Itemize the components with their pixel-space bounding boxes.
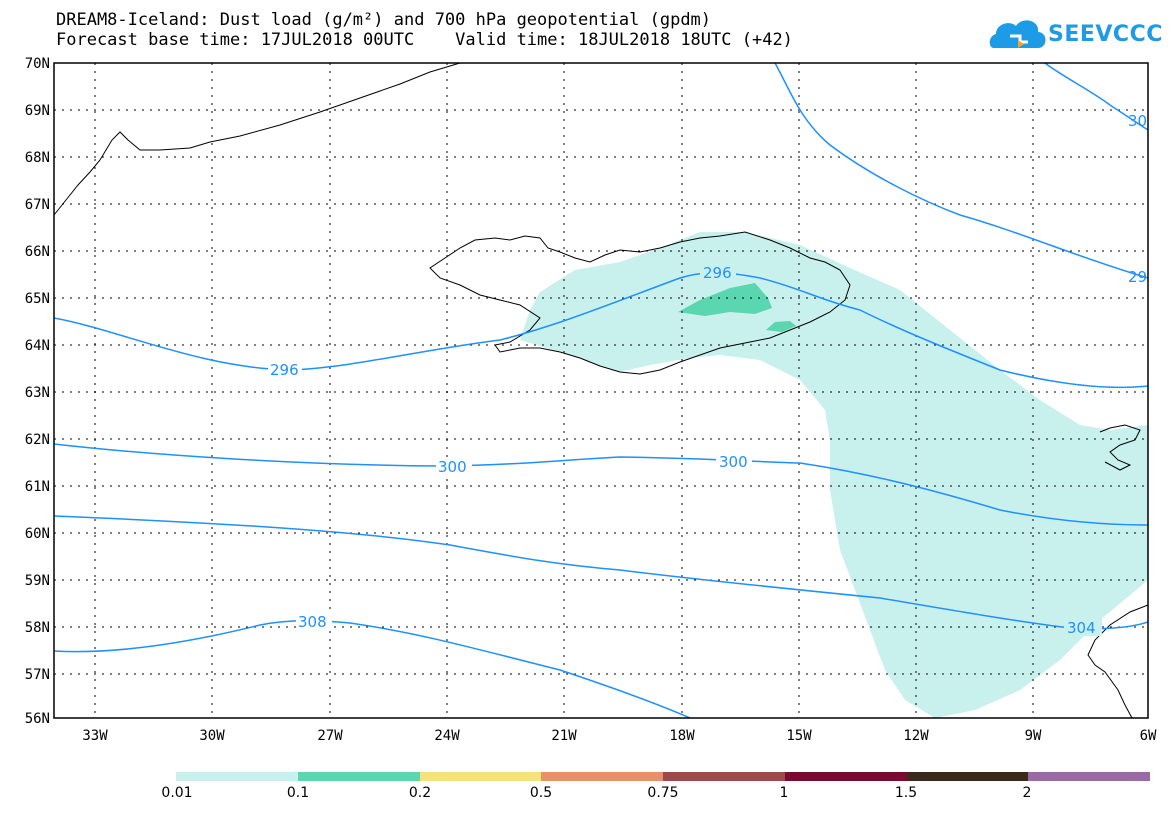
- contour-label: 304: [1067, 619, 1096, 637]
- grid-lines: [54, 63, 1148, 718]
- chart-subtitle: Forecast base time: 17JUL2018 00UTC Vali…: [56, 30, 793, 50]
- lat-label: 59N: [24, 573, 50, 589]
- lon-label: 27W: [317, 728, 343, 744]
- logo-text: SEEVCCC: [1048, 22, 1163, 47]
- lat-label: 67N: [24, 197, 50, 213]
- legend-swatch: [784, 772, 907, 781]
- legend-swatch: [297, 772, 420, 781]
- contour-label: 296: [703, 264, 732, 282]
- chart-title: DREAM8-Iceland: Dust load (g/m²) and 700…: [56, 10, 712, 30]
- legend-label: 0.2: [408, 785, 432, 801]
- dust-patch-mid-small: [766, 321, 796, 332]
- legend-label: 0.01: [161, 785, 193, 801]
- dust-patch-mid: [678, 283, 772, 316]
- contour-304: [53, 515, 1149, 630]
- lon-label: 33W: [82, 728, 108, 744]
- cloud-logo-icon: [989, 20, 1046, 48]
- legend-swatch: [906, 772, 1029, 781]
- lon-label: 12W: [903, 728, 929, 744]
- contour-label: 29: [1128, 268, 1147, 286]
- contour-label: 30: [1128, 112, 1147, 130]
- legend-swatch: [1028, 772, 1150, 781]
- contour-label: 308: [298, 613, 327, 631]
- color-legend: [176, 772, 1150, 781]
- lat-label: 58N: [24, 620, 50, 636]
- lat-label: 62N: [24, 432, 50, 448]
- lat-label: 66N: [24, 244, 50, 260]
- legend-label: 1: [779, 785, 789, 801]
- contour-label: 300: [438, 458, 467, 476]
- lat-label: 68N: [24, 150, 50, 166]
- lon-label: 18W: [669, 728, 695, 744]
- map-frame: [53, 62, 1149, 719]
- contour-labels: 296 296 300 300 304 308 30 29: [268, 112, 1147, 637]
- lat-label: 63N: [24, 385, 50, 401]
- faroe-coastline: [1099, 424, 1141, 471]
- legend-label: 0.75: [647, 785, 679, 801]
- lat-label: 64N: [24, 338, 50, 354]
- contour-upper-1: [774, 62, 1149, 279]
- legend-label: 1.5: [894, 785, 918, 801]
- lat-label: 60N: [24, 526, 50, 542]
- lon-label: 30W: [199, 728, 225, 744]
- scotland-coastline: [1087, 604, 1149, 719]
- lat-label: 70N: [24, 56, 50, 72]
- lon-label: 6W: [1139, 728, 1157, 744]
- iceland-coastline: [429, 231, 851, 375]
- lat-label: 65N: [24, 291, 50, 307]
- dust-plume-low: [520, 232, 1148, 718]
- lon-label: 15W: [786, 728, 812, 744]
- lat-label: 69N: [24, 103, 50, 119]
- legend-swatch: [176, 772, 298, 781]
- legend-label: 0.1: [286, 785, 310, 801]
- lon-label: 21W: [551, 728, 577, 744]
- contour-308: [53, 619, 691, 719]
- legend-swatch: [663, 772, 785, 781]
- lat-label: 56N: [24, 711, 50, 727]
- contour-upper-2: [1044, 62, 1149, 131]
- legend-label: 0.5: [529, 785, 553, 801]
- contour-label: 296: [270, 361, 299, 379]
- legend-swatch: [541, 772, 663, 781]
- lon-label: 24W: [434, 728, 460, 744]
- legend-swatch: [419, 772, 542, 781]
- greenland-coastline: [53, 62, 461, 216]
- lat-label: 61N: [24, 479, 50, 495]
- legend-label: 2: [1022, 785, 1032, 801]
- lat-label: 57N: [24, 667, 50, 683]
- contour-300: [53, 443, 1149, 526]
- lon-label: 9W: [1024, 728, 1042, 744]
- contour-label: 300: [719, 453, 748, 471]
